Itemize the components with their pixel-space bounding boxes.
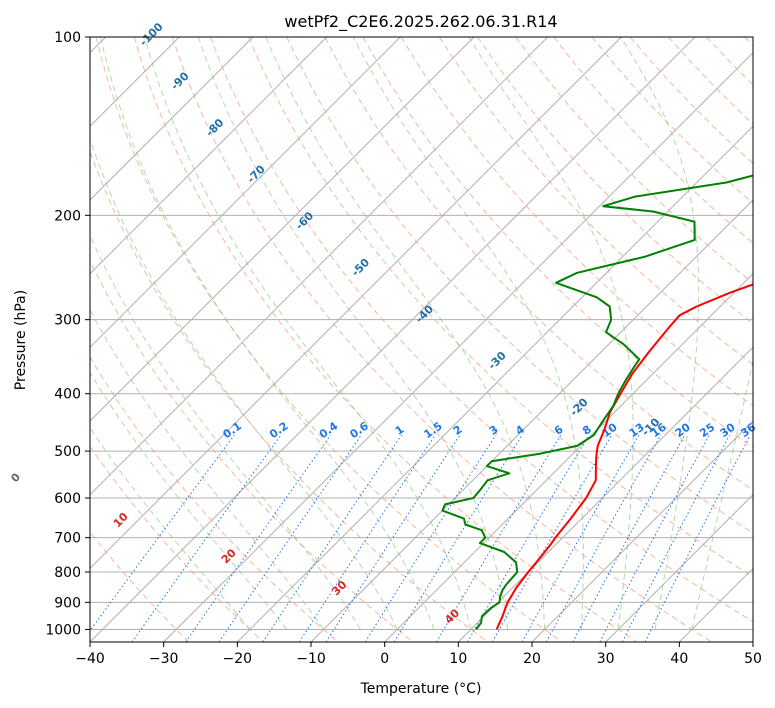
dry-adiabat-line xyxy=(90,356,339,642)
moist-adiabat-line xyxy=(100,37,435,630)
isotherm-line xyxy=(605,493,753,642)
moist-adiabat-line xyxy=(144,37,472,630)
dry-adiabat-line xyxy=(171,37,712,642)
mixing-ratio-line xyxy=(491,434,613,642)
isotherm-line xyxy=(236,125,753,642)
moist-adiabat-line xyxy=(620,37,700,630)
x-tick-label: −20 xyxy=(223,651,253,667)
isotherm-line xyxy=(90,37,401,349)
x-tick-label: 20 xyxy=(523,651,541,667)
mixing-ratio-line xyxy=(364,434,497,642)
dry-adiabat-line xyxy=(90,259,414,642)
isotherm-line xyxy=(90,37,254,201)
mixing-ratio-line xyxy=(572,434,686,642)
mixing-ratio-line xyxy=(90,434,235,632)
moist-adiabat-line xyxy=(90,234,361,630)
mixing-ratio-line xyxy=(644,434,751,642)
isotherm-line xyxy=(90,37,549,496)
dry-adiabat-line xyxy=(477,37,753,325)
dry-adiabat-line xyxy=(210,37,753,623)
moist-adiabat-line xyxy=(265,37,546,630)
moist-adiabat-line xyxy=(197,37,509,630)
mixing-ratio-line xyxy=(545,434,662,642)
profile-lines xyxy=(441,174,753,631)
isotherm-line xyxy=(90,37,328,275)
isotherm-line xyxy=(457,346,753,642)
dry-adiabat-line xyxy=(90,150,488,642)
moist-adiabat-line xyxy=(352,37,584,630)
dry-adiabat-line xyxy=(90,445,264,642)
moist-adiabat-line xyxy=(90,137,398,630)
y-tick-label: 600 xyxy=(54,491,81,507)
x-tick-label: 50 xyxy=(744,651,762,667)
isotherm-line xyxy=(163,51,753,642)
y-tick-label: 800 xyxy=(54,565,81,581)
dry-adiabat-line xyxy=(286,37,753,534)
x-tick-label: −30 xyxy=(149,651,179,667)
mixing-ratio-line xyxy=(325,434,461,642)
temperature-line xyxy=(495,283,753,630)
moist-adiabat-line xyxy=(691,358,753,630)
x-axis: −40 −30 −20 −10 0 10 20 30 40 50 xyxy=(75,642,762,667)
y-tick-label: 1000 xyxy=(45,622,81,638)
y-axis: 1000 900 800 700 600 500 400 300 200 100 xyxy=(45,30,90,638)
x-tick-label: 40 xyxy=(670,651,688,667)
mixing-ratio-line xyxy=(435,434,562,642)
mixing-ratio-line xyxy=(393,434,523,642)
isotherm-line xyxy=(90,37,622,570)
isotherm-line xyxy=(531,420,753,642)
y-tick-label: 700 xyxy=(54,531,81,547)
x-tick-label: −40 xyxy=(75,651,105,667)
mixing-ratio-line xyxy=(218,434,362,642)
x-axis-label: Temperature (°C) xyxy=(360,681,482,697)
dry-adiabat-line xyxy=(324,37,753,491)
mixing-ratio-line xyxy=(521,434,640,642)
mixing-ratio-line xyxy=(621,434,731,642)
dewpoint-line xyxy=(441,174,753,631)
moist-adiabat-line xyxy=(90,426,251,630)
y-tick-label: 300 xyxy=(54,313,81,329)
y-tick-label: 100 xyxy=(54,30,81,46)
moist-adiabat-line xyxy=(90,371,288,630)
x-tick-label: 30 xyxy=(597,651,615,667)
isotherm-line xyxy=(384,272,753,642)
background-lines xyxy=(90,37,753,642)
y-tick-label: 900 xyxy=(54,595,81,611)
chart-title: wetPf2_C2E6.2025.262.06.31.R14 xyxy=(284,12,557,32)
dry-adiabat-line xyxy=(95,37,563,642)
y-axis-label: Pressure (hPa) xyxy=(13,290,29,390)
y-tick-label: 200 xyxy=(54,208,81,224)
isotherm-line xyxy=(90,37,696,642)
x-tick-label: 0 xyxy=(380,651,389,667)
isotherm-line xyxy=(90,37,475,422)
dry-adiabat-line xyxy=(248,37,753,578)
x-tick-label: 10 xyxy=(449,651,467,667)
dry-adiabat-line xyxy=(438,37,753,366)
y-tick-label: 500 xyxy=(54,444,81,460)
mixing-ratio-line xyxy=(185,434,332,642)
dry-adiabat-line xyxy=(133,37,638,642)
y-tick-label: 400 xyxy=(54,387,81,403)
moist-adiabat-line xyxy=(468,37,634,630)
moist-adiabat-line xyxy=(90,308,324,630)
plot-frame xyxy=(89,36,754,643)
x-tick-label: −10 xyxy=(296,651,326,667)
